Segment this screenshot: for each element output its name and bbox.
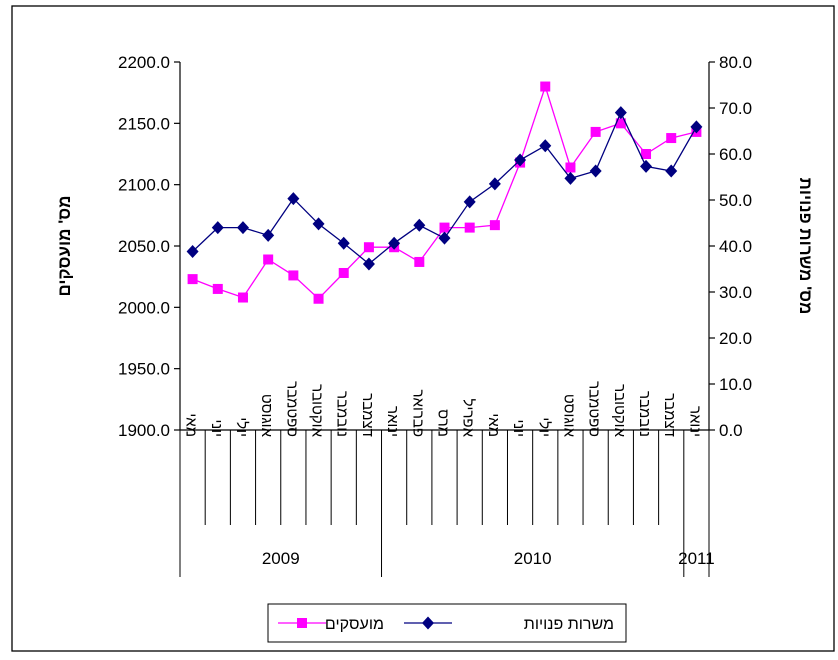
data-point xyxy=(439,222,450,233)
right-y-tick-label: 0.0 xyxy=(719,421,743,440)
left-y-axis-title: מס' מועסקים xyxy=(55,196,74,297)
data-point xyxy=(564,171,577,185)
x-tick-label: דצמבר xyxy=(359,393,376,437)
data-point xyxy=(338,267,349,278)
data-point xyxy=(514,153,527,167)
right-y-tick-label: 10.0 xyxy=(719,375,752,394)
left-y-tick-label: 1950.0 xyxy=(118,360,170,379)
data-point xyxy=(489,220,500,231)
legend-label: משרות פנויות xyxy=(524,616,614,633)
x-tick-label: ינואר xyxy=(384,406,401,437)
right-y-axis-title: מס' משרות פנויות xyxy=(796,178,815,315)
data-point xyxy=(640,159,653,173)
right-y-tick-label: 20.0 xyxy=(719,329,752,348)
year-label: 2010 xyxy=(514,549,552,568)
data-point xyxy=(236,221,249,235)
data-point xyxy=(438,231,451,245)
data-point xyxy=(312,217,325,231)
right-y-tick-label: 80.0 xyxy=(719,53,752,72)
x-tick-label: מאי xyxy=(485,413,502,437)
data-point xyxy=(488,177,501,191)
data-point xyxy=(665,164,678,178)
data-point xyxy=(590,126,601,137)
data-point xyxy=(614,106,627,120)
year-label: 2011 xyxy=(678,549,715,568)
x-tick-label: פברואר xyxy=(409,390,426,437)
data-point xyxy=(690,120,703,134)
right-y-tick-label: 30.0 xyxy=(719,283,752,302)
data-point xyxy=(463,195,476,209)
data-point xyxy=(186,245,199,259)
data-point xyxy=(212,283,223,294)
left-y-tick-label: 1900.0 xyxy=(118,421,170,440)
x-tick-label: ינואר xyxy=(686,406,703,437)
x-tick-label: אוגוסט xyxy=(560,394,577,438)
data-point xyxy=(313,293,324,304)
chart-border xyxy=(11,5,835,652)
data-point xyxy=(540,81,551,92)
right-y-tick-label: 60.0 xyxy=(719,145,752,164)
data-point xyxy=(337,236,350,250)
data-point xyxy=(413,218,426,232)
data-point xyxy=(615,118,626,129)
x-tick-label: אוקטובר xyxy=(309,384,326,437)
legend-marker xyxy=(422,616,434,630)
x-tick-label: מרס xyxy=(435,409,452,437)
left-y-tick-label: 2000.0 xyxy=(118,298,170,317)
right-y-tick-label: 70.0 xyxy=(719,99,752,118)
x-tick-label: נובמבר xyxy=(334,391,351,437)
left-y-tick-label: 2050.0 xyxy=(118,237,170,256)
data-point xyxy=(263,254,274,265)
x-tick-label: אוגוסט xyxy=(258,394,275,438)
legend-marker xyxy=(297,618,307,628)
data-point xyxy=(363,242,374,253)
data-point xyxy=(641,149,652,159)
data-point xyxy=(388,236,401,250)
legend-label: מועסקים xyxy=(325,616,384,633)
data-point xyxy=(362,257,375,271)
data-point xyxy=(539,139,552,153)
x-tick-label: אוקטובר xyxy=(611,384,628,437)
x-tick-label: ספטמבר xyxy=(586,381,603,437)
data-point xyxy=(414,256,425,267)
data-point xyxy=(565,162,576,173)
data-point xyxy=(589,164,602,178)
x-tick-label: יולי xyxy=(535,417,552,437)
data-point xyxy=(464,222,475,233)
right-y-tick-label: 40.0 xyxy=(719,237,752,256)
data-point xyxy=(211,221,224,235)
year-label: 2009 xyxy=(262,549,300,568)
x-tick-label: יוני xyxy=(208,419,225,437)
right-y-tick-label: 50.0 xyxy=(719,191,752,210)
left-y-tick-label: 2100.0 xyxy=(118,176,170,195)
x-tick-label: נובמבר xyxy=(636,391,653,437)
x-tick-label: ספטמבר xyxy=(283,381,300,437)
data-point xyxy=(666,133,677,144)
x-tick-label: דצמבר xyxy=(661,393,678,437)
left-y-tick-label: 2200.0 xyxy=(118,53,170,72)
data-point xyxy=(187,274,198,285)
data-point xyxy=(288,270,299,281)
x-tick-label: יולי xyxy=(233,417,250,437)
data-point xyxy=(262,228,275,242)
x-tick-label: יוני xyxy=(510,419,527,437)
x-tick-label: אפריל xyxy=(460,399,477,438)
x-tick-label: מאי xyxy=(183,413,200,437)
data-point xyxy=(287,192,300,206)
data-point xyxy=(237,292,248,303)
left-y-tick-label: 2150.0 xyxy=(118,114,170,133)
